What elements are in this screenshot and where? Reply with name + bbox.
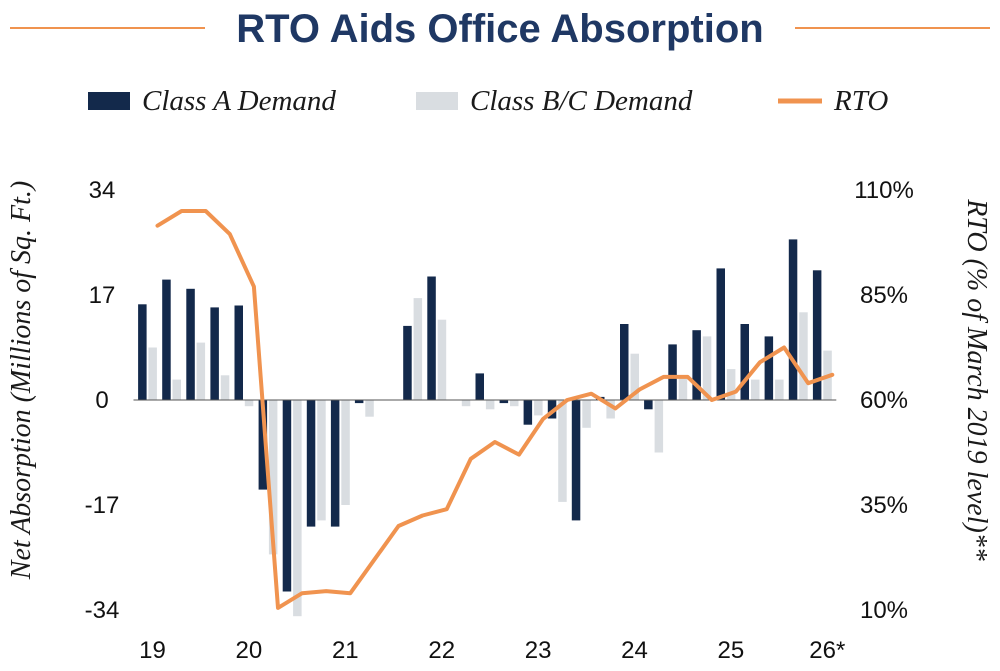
y2-tick-label: 110%: [854, 177, 914, 204]
bar-class-a: [644, 400, 653, 410]
bar-class-a: [571, 400, 581, 521]
bar-class-a: [330, 400, 340, 527]
bar-class-a: [716, 268, 725, 400]
x-tick-label: 24: [621, 637, 648, 664]
y-tick-label: -17: [85, 492, 120, 519]
bar-class-bc: [341, 400, 350, 505]
bar-class-bc: [751, 379, 760, 400]
bar-class-a: [186, 288, 195, 400]
x-axis-ticks: 19 20 21 22 23 24 25 26*: [139, 637, 845, 664]
legend-label-class-a: Class A Demand: [142, 85, 336, 117]
chart-title: RTO Aids Office Absorption: [236, 7, 763, 51]
bar-class-a: [403, 325, 412, 400]
x-tick-label: 23: [525, 637, 552, 664]
bar-class-bc: [437, 319, 447, 400]
legend-swatch-class-bc: [416, 92, 458, 110]
bar-class-a: [234, 305, 243, 400]
bar-class-a: [354, 400, 364, 404]
bar-class-bc: [220, 375, 230, 400]
bar-class-a: [788, 239, 798, 400]
bar-class-a: [427, 276, 436, 400]
x-tick-label: 19: [139, 637, 166, 664]
bar-class-bc: [461, 400, 471, 407]
bar-class-bc: [630, 353, 639, 400]
bar-class-bc: [268, 400, 278, 555]
bar-class-bc: [775, 379, 784, 400]
y-tick-label: 0: [95, 387, 108, 414]
bar-class-a: [523, 400, 533, 425]
x-tick-label: 21: [332, 637, 359, 664]
bar-class-bc: [702, 336, 712, 400]
legend: Class A Demand Class B/C Demand RTO: [88, 85, 888, 117]
bar-class-bc: [582, 400, 591, 428]
x-tick-label: 26*: [809, 637, 845, 664]
bar-class-a: [258, 400, 268, 490]
bar-class-a: [138, 304, 147, 400]
bar-class-a: [812, 270, 822, 400]
bar-class-a: [740, 324, 749, 400]
rto-line: [155, 209, 835, 610]
bar-class-bc: [293, 400, 302, 617]
y2-tick-label: 85%: [860, 282, 908, 309]
y2-tick-label: 10%: [860, 597, 908, 624]
y2-tick-label: 35%: [860, 492, 908, 519]
y-tick-label: 34: [89, 177, 116, 204]
legend-swatch-class-a: [88, 92, 130, 110]
bar-class-a: [162, 279, 171, 400]
bar-class-a: [668, 344, 677, 400]
bar-class-a: [499, 400, 509, 404]
bar-class-bc: [678, 375, 688, 400]
bar-class-bc: [726, 369, 736, 400]
y-tick-label: 17: [89, 282, 116, 309]
y-axis-ticks: 34 17 0 -17 -34: [85, 177, 120, 624]
y2-tick-label: 60%: [860, 387, 908, 414]
x-tick-label: 20: [236, 637, 263, 664]
bar-class-bc: [244, 400, 254, 407]
legend-label-class-bc: Class B/C Demand: [470, 85, 693, 117]
bar-class-bc: [606, 400, 615, 419]
y2-axis-ticks: 110% 85% 60% 35% 10%: [854, 177, 914, 624]
bar-class-bc: [365, 400, 374, 417]
bar-class-a: [282, 400, 292, 592]
bar-class-bc: [510, 400, 519, 407]
bar-class-bc: [317, 400, 326, 521]
y-axis-title: Net Absorption (Millions of Sq. Ft.): [6, 181, 37, 580]
x-tick-label: 25: [718, 637, 745, 664]
bar-class-bc: [654, 400, 664, 453]
bar-class-a: [692, 330, 701, 400]
bar-class-a: [620, 324, 629, 400]
bars: [138, 239, 832, 617]
bar-class-a: [210, 307, 219, 400]
bar-class-bc: [485, 400, 495, 410]
bar-class-a: [306, 400, 316, 527]
bar-class-bc: [558, 400, 567, 502]
bar-class-a: [475, 373, 484, 400]
bar-class-bc: [196, 342, 206, 400]
legend-label-rto: RTO: [833, 85, 888, 117]
bar-class-a: [764, 336, 774, 400]
bar-class-bc: [799, 312, 808, 400]
bar-class-bc: [148, 347, 157, 400]
x-tick-label: 22: [428, 637, 455, 664]
bar-class-a: [547, 400, 557, 419]
bar-class-bc: [413, 298, 423, 400]
y2-axis-title: RTO (% of March 2019 level)**: [961, 198, 992, 561]
y-tick-label: -34: [85, 597, 120, 624]
bar-class-bc: [534, 400, 543, 416]
bar-class-bc: [172, 379, 181, 400]
